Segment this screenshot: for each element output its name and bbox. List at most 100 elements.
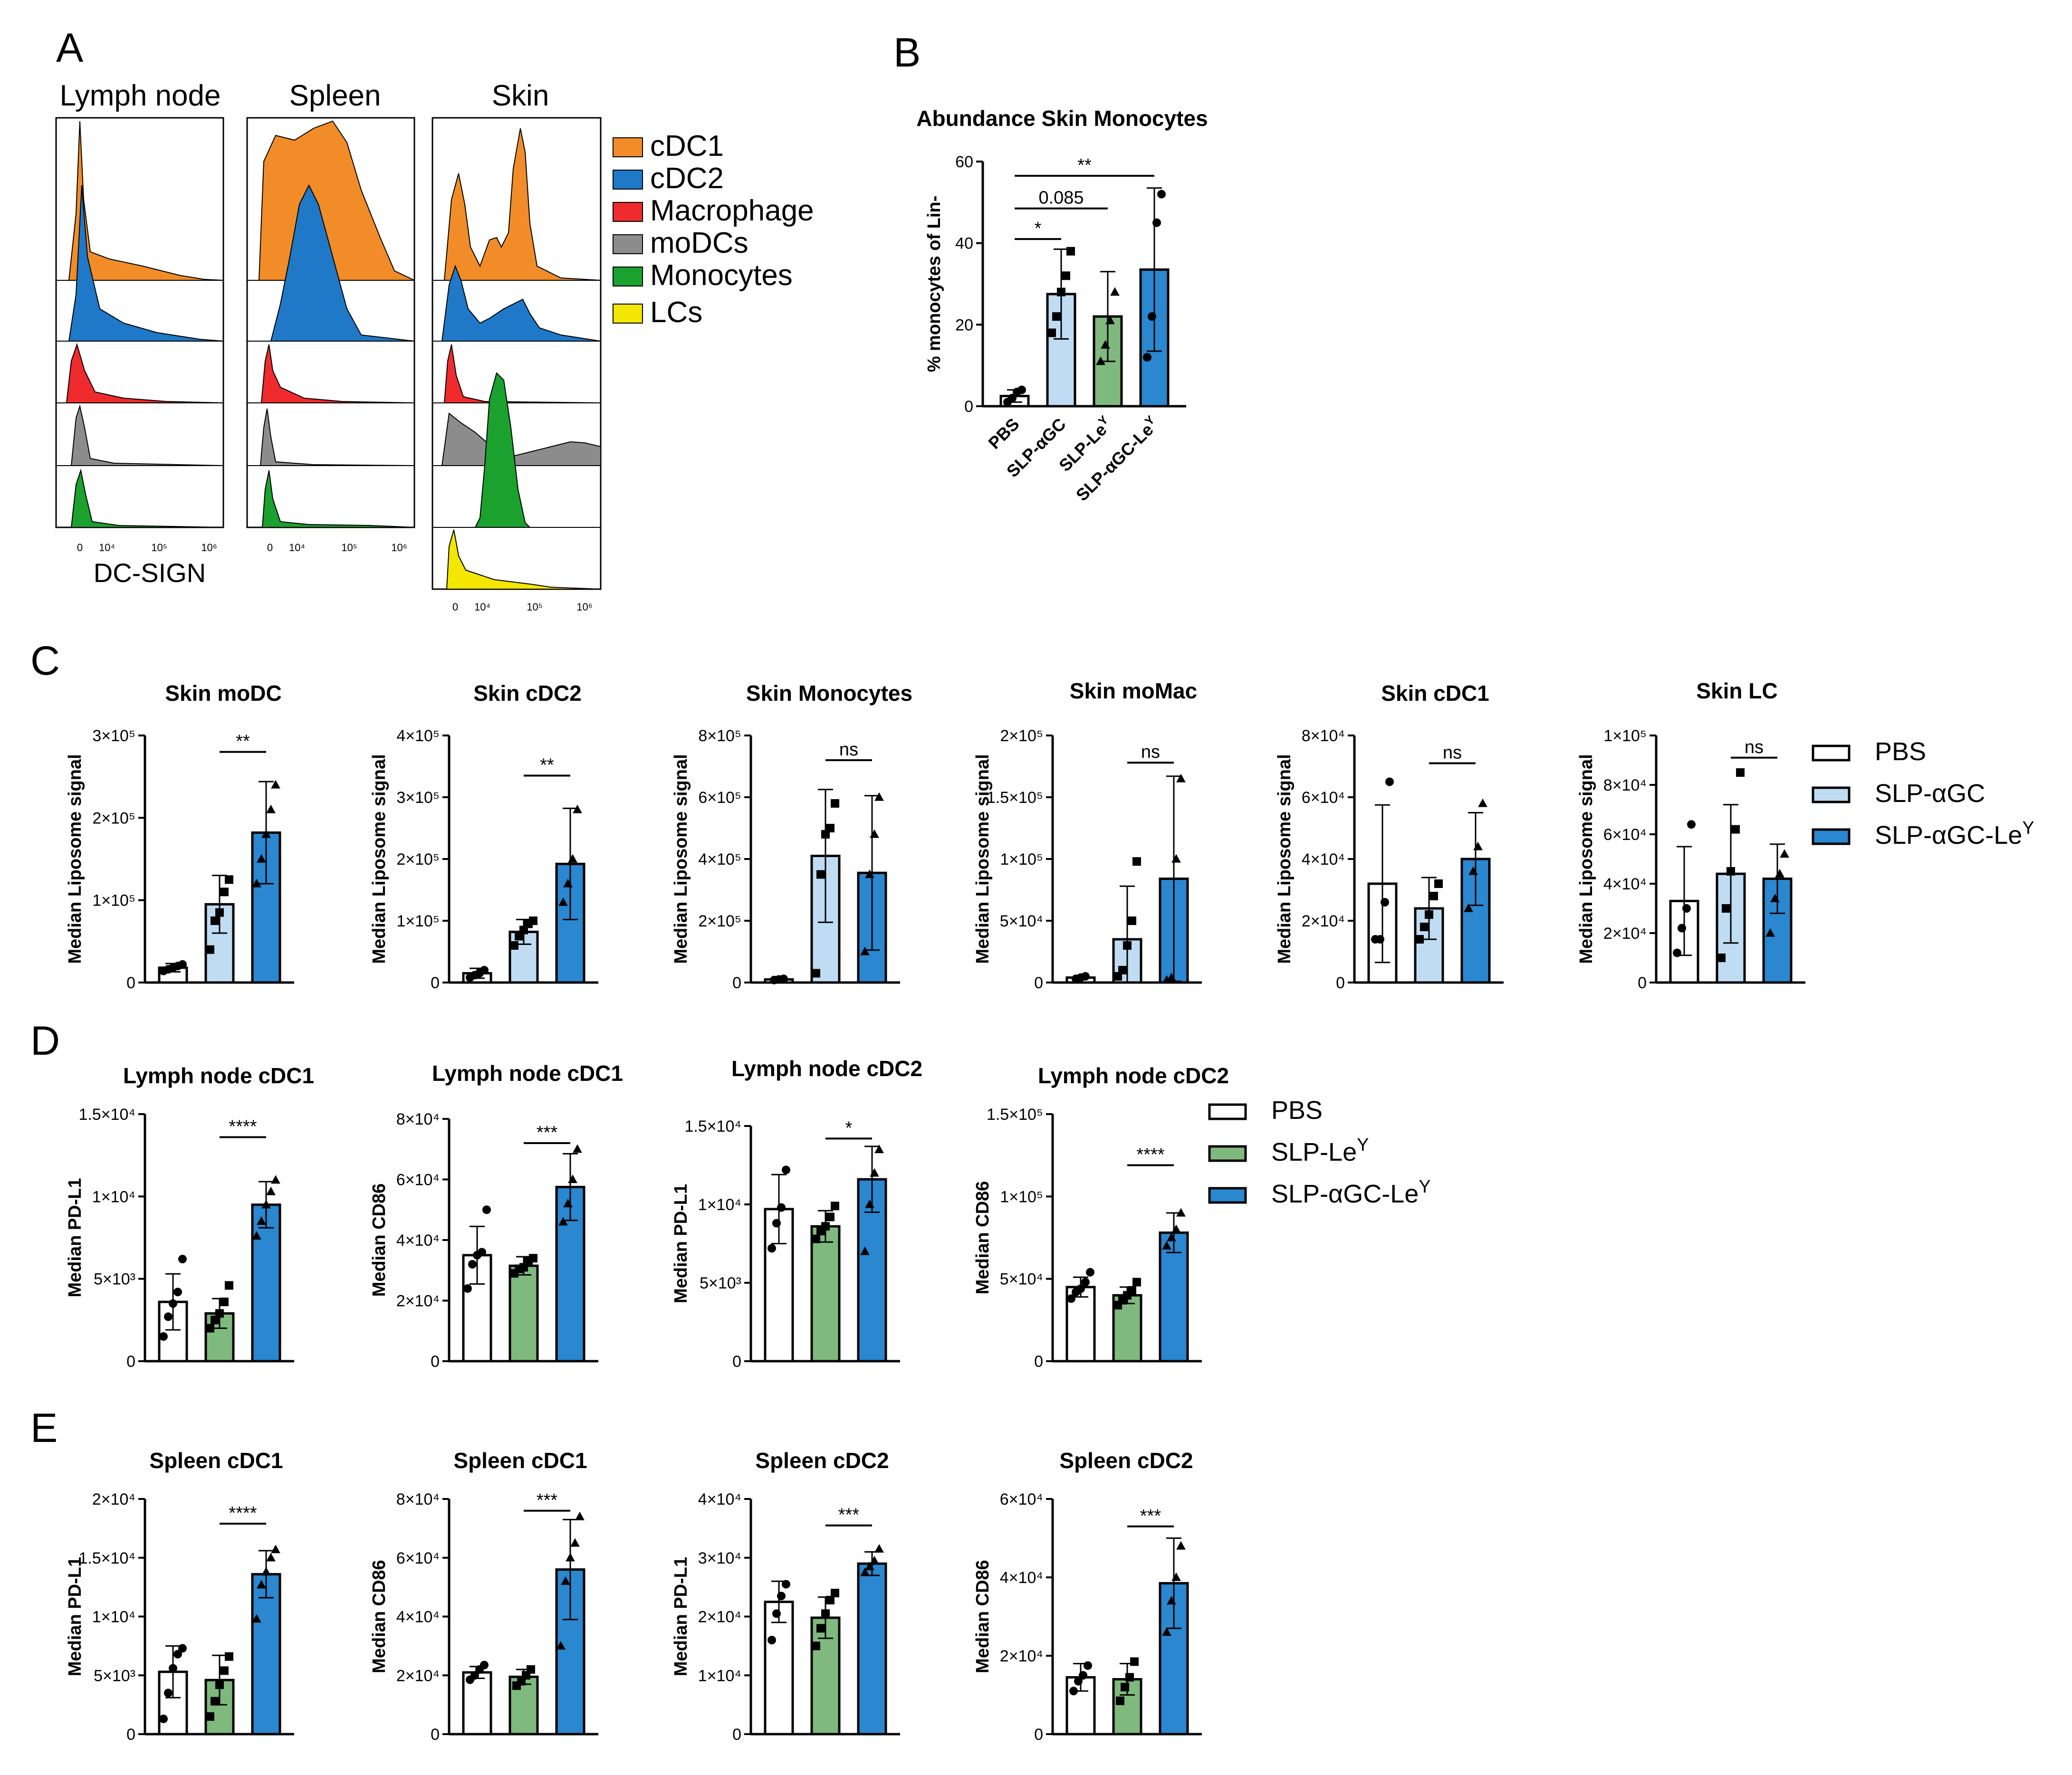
- bar-chart-5: Skin moMac 0 5×10⁴ 1×10⁵ 1.5×10⁵ 2×10⁵ Median …: [973, 678, 1202, 992]
- y-tick-label: 1×10⁴: [698, 1196, 741, 1214]
- y-tick-label: 1.5×10⁴: [78, 1106, 135, 1124]
- significance-label: ns: [1745, 737, 1764, 757]
- data-point: [1468, 866, 1478, 875]
- data-point: [178, 1644, 187, 1653]
- legend-label-macrophage: Macrophage: [650, 194, 814, 227]
- y-tick-label: 4×10⁵: [698, 850, 741, 868]
- data-point: [1076, 1284, 1085, 1293]
- legend-label: SLP-αGC-LeY: [1875, 818, 2034, 849]
- data-point: [527, 1665, 535, 1674]
- bar-chart-7: Skin LC 0 2×10⁴ 4×10⁴ 6×10⁴ 8×10⁴ 1×10⁵ Median …: [1576, 678, 2034, 992]
- data-point: [1057, 287, 1065, 296]
- data-point: [870, 1556, 879, 1565]
- data-point: [874, 1544, 884, 1553]
- y-axis-label: Median Liposome signal: [671, 754, 691, 964]
- data-point: [529, 1254, 537, 1263]
- legend-swatch: [1208, 1187, 1247, 1204]
- data-point: [261, 829, 271, 838]
- histogram-curve-monocyte: [56, 468, 224, 528]
- y-tick-label: 1×10⁴: [698, 1667, 741, 1685]
- bar-chart-4: Skin Monocytes 0 2×10⁵ 4×10⁵ 6×10⁵ 8×10⁵ Media…: [671, 681, 912, 992]
- legend-label-cdc1: cDC1: [650, 130, 724, 162]
- data-point: [826, 1212, 835, 1222]
- bar-chart-14: Spleen cDC2 0 1×10⁴ 2×10⁴ 3×10⁴ 4×10⁴ Median P…: [671, 1448, 900, 1744]
- data-point: [568, 1174, 577, 1183]
- chart-title: Skin Monocytes: [746, 681, 912, 706]
- data-point: [831, 1202, 839, 1211]
- significance-label: *: [845, 1118, 853, 1138]
- y-tick-label: 1×10⁵: [396, 912, 440, 930]
- data-point: [777, 1203, 786, 1212]
- y-tick-label: 1.5×10⁵: [987, 1106, 1043, 1124]
- data-point: [772, 1219, 781, 1228]
- axis-tick-label: 0: [77, 542, 83, 553]
- significance-label: **: [236, 732, 250, 752]
- data-point: [812, 969, 820, 978]
- data-point: [1074, 1677, 1083, 1686]
- data-point: [812, 1641, 820, 1651]
- data-point: [831, 1589, 839, 1597]
- y-tick-label: 20: [955, 316, 973, 334]
- data-point: [561, 1576, 570, 1585]
- y-tick-label: 4×10⁴: [698, 1490, 741, 1508]
- bar-chart-9: Lymph node cDC1 0 2×10⁴ 4×10⁴ 6×10⁴ 8×10⁴ Medi…: [369, 1061, 623, 1371]
- y-tick-label: 40: [955, 235, 973, 253]
- y-axis-label: Median Liposome signal: [1275, 754, 1295, 964]
- y-tick-label: 4×10⁴: [396, 1608, 440, 1626]
- data-point: [1429, 892, 1438, 900]
- data-point: [1017, 385, 1026, 394]
- data-point: [257, 854, 266, 863]
- y-tick-label: 8×10⁴: [396, 1490, 440, 1508]
- bar-chart-10: Lymph node cDC2 0 5×10³ 1×10⁴ 1.5×10⁴ Median …: [671, 1056, 922, 1371]
- legend-label: SLP-αGC-LeY: [1271, 1177, 1431, 1208]
- data-point: [1176, 1541, 1186, 1550]
- data-point: [1473, 841, 1483, 850]
- data-point: [1171, 1224, 1181, 1233]
- y-tick-label: 3×10⁴: [698, 1549, 741, 1567]
- data-point: [1775, 868, 1784, 878]
- data-point: [772, 1609, 781, 1618]
- data-point: [173, 1288, 182, 1297]
- data-point: [1081, 972, 1090, 981]
- data-point: [178, 1255, 187, 1264]
- legend-swatch-macrophage: [613, 202, 643, 222]
- data-point: [556, 1641, 566, 1650]
- data-point: [257, 1216, 266, 1225]
- data-point: [211, 916, 219, 925]
- y-tick-label: 8×10⁴: [396, 1110, 440, 1128]
- data-point: [821, 1222, 830, 1231]
- data-point: [211, 1697, 219, 1706]
- data-point: [1132, 857, 1141, 866]
- significance-label: 0.085: [1038, 188, 1084, 208]
- chart-title: Lymph node cDC2: [1038, 1063, 1229, 1088]
- y-tick-label: 60: [955, 153, 973, 171]
- data-point: [1765, 928, 1775, 937]
- bar-chart-3: Skin cDC2 0 1×10⁵ 2×10⁵ 3×10⁵ 4×10⁵ Median Lip…: [369, 681, 598, 992]
- axis-tick-label: 10⁴: [474, 601, 490, 613]
- y-axis-label: Median Liposome signal: [1576, 754, 1596, 964]
- data-point: [1171, 1572, 1181, 1581]
- y-tick-label: 3×10⁵: [92, 727, 135, 745]
- bar: [251, 1203, 281, 1363]
- data-point: [870, 1168, 879, 1177]
- data-point: [257, 1580, 266, 1589]
- y-tick-label: 2×10⁵: [698, 912, 741, 930]
- legend-swatch: [1812, 786, 1851, 803]
- data-point: [266, 1186, 276, 1195]
- data-point: [558, 897, 568, 906]
- y-tick-label: 0: [732, 974, 741, 992]
- legend-label-modc: moDCs: [650, 227, 748, 259]
- chart-title: Spleen cDC1: [453, 1448, 587, 1473]
- bar-chart-1: Abundance Skin Monocytes 0 20 40 60 % monocyt…: [916, 106, 1208, 505]
- data-point: [1464, 903, 1473, 912]
- data-point: [1731, 825, 1740, 834]
- chart-title: Spleen cDC2: [755, 1448, 889, 1473]
- bar: [1716, 872, 1746, 984]
- y-tick-label: 0: [431, 1353, 440, 1371]
- histogram-x-label: DC-SIGN: [94, 558, 206, 588]
- data-point: [782, 1580, 790, 1589]
- y-axis-label: Median PD-L1: [671, 1557, 691, 1676]
- axis-tick-label: 10⁵: [151, 542, 167, 553]
- data-point: [573, 1144, 582, 1153]
- data-point: [1425, 910, 1433, 919]
